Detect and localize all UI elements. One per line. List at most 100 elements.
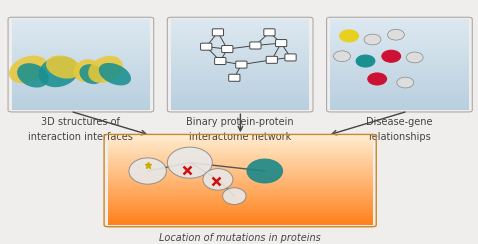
Bar	[330, 103, 468, 105]
Bar	[108, 154, 372, 155]
FancyBboxPatch shape	[264, 29, 275, 36]
Bar	[330, 90, 468, 92]
Bar	[330, 56, 468, 58]
Bar	[12, 37, 150, 40]
Text: interaction interfaces: interaction interfaces	[29, 132, 133, 142]
Ellipse shape	[356, 55, 375, 67]
Bar	[12, 62, 150, 65]
Bar	[330, 81, 468, 83]
Bar	[330, 24, 468, 26]
Bar	[171, 60, 309, 62]
Bar	[12, 26, 150, 28]
Ellipse shape	[397, 77, 414, 88]
Ellipse shape	[364, 34, 381, 45]
Bar	[330, 99, 468, 101]
Bar	[108, 176, 372, 178]
Bar	[12, 60, 150, 62]
Bar	[171, 78, 309, 81]
Bar	[108, 166, 372, 167]
Bar	[108, 183, 372, 185]
Bar	[108, 158, 372, 160]
Ellipse shape	[46, 55, 81, 79]
Ellipse shape	[334, 51, 350, 62]
Bar	[330, 49, 468, 51]
Bar	[12, 81, 150, 83]
Bar	[171, 46, 309, 49]
FancyBboxPatch shape	[222, 46, 233, 53]
Bar	[12, 42, 150, 44]
Bar	[171, 53, 309, 56]
Bar	[330, 65, 468, 67]
Bar	[171, 74, 309, 76]
Bar	[171, 33, 309, 35]
Bar	[108, 142, 372, 144]
Bar	[108, 185, 372, 186]
Bar	[108, 189, 372, 191]
Bar	[108, 169, 372, 170]
Bar	[330, 92, 468, 94]
Bar	[12, 58, 150, 60]
Bar	[108, 155, 372, 157]
Bar	[171, 92, 309, 94]
FancyBboxPatch shape	[275, 40, 287, 47]
Bar	[12, 53, 150, 56]
Bar	[171, 96, 309, 99]
Bar	[108, 148, 372, 150]
Bar	[108, 164, 372, 166]
Text: Location of mutations in proteins: Location of mutations in proteins	[159, 233, 321, 243]
Bar	[330, 19, 468, 21]
Bar	[171, 28, 309, 30]
Bar	[108, 157, 372, 158]
Ellipse shape	[88, 56, 123, 83]
Bar	[12, 21, 150, 24]
Bar	[12, 44, 150, 46]
Bar	[12, 108, 150, 110]
Bar	[108, 223, 372, 225]
Bar	[330, 83, 468, 85]
Bar	[330, 108, 468, 110]
Ellipse shape	[203, 169, 233, 190]
FancyBboxPatch shape	[212, 29, 224, 36]
Bar	[171, 103, 309, 105]
Bar	[12, 33, 150, 35]
Bar	[108, 213, 372, 214]
Bar	[330, 101, 468, 103]
Bar	[330, 42, 468, 44]
Bar	[171, 62, 309, 65]
Bar	[108, 136, 372, 138]
Bar	[330, 60, 468, 62]
Bar	[330, 26, 468, 28]
Ellipse shape	[74, 59, 100, 82]
Bar	[171, 105, 309, 108]
Bar	[108, 163, 372, 164]
Text: relationships: relationships	[368, 132, 431, 142]
Bar	[12, 65, 150, 67]
Bar	[330, 40, 468, 42]
Bar	[330, 85, 468, 87]
Bar	[108, 182, 372, 183]
Bar	[171, 26, 309, 28]
Text: 3D structures of: 3D structures of	[42, 117, 120, 127]
Bar	[108, 219, 372, 220]
Bar	[12, 76, 150, 78]
Bar	[108, 175, 372, 176]
Bar	[108, 139, 372, 141]
Bar	[12, 99, 150, 101]
Bar	[108, 212, 372, 213]
Bar	[108, 210, 372, 212]
Bar	[330, 51, 468, 53]
Ellipse shape	[129, 158, 166, 184]
Bar	[171, 108, 309, 110]
Bar	[108, 173, 372, 175]
Bar	[108, 145, 372, 147]
FancyBboxPatch shape	[250, 42, 261, 49]
Ellipse shape	[388, 29, 404, 40]
Bar	[171, 65, 309, 67]
Bar	[330, 21, 468, 24]
Bar	[108, 170, 372, 172]
Bar	[330, 67, 468, 69]
Bar	[108, 198, 372, 200]
Bar	[171, 37, 309, 40]
Text: Binary protein-protein: Binary protein-protein	[186, 117, 294, 127]
Bar	[12, 35, 150, 37]
